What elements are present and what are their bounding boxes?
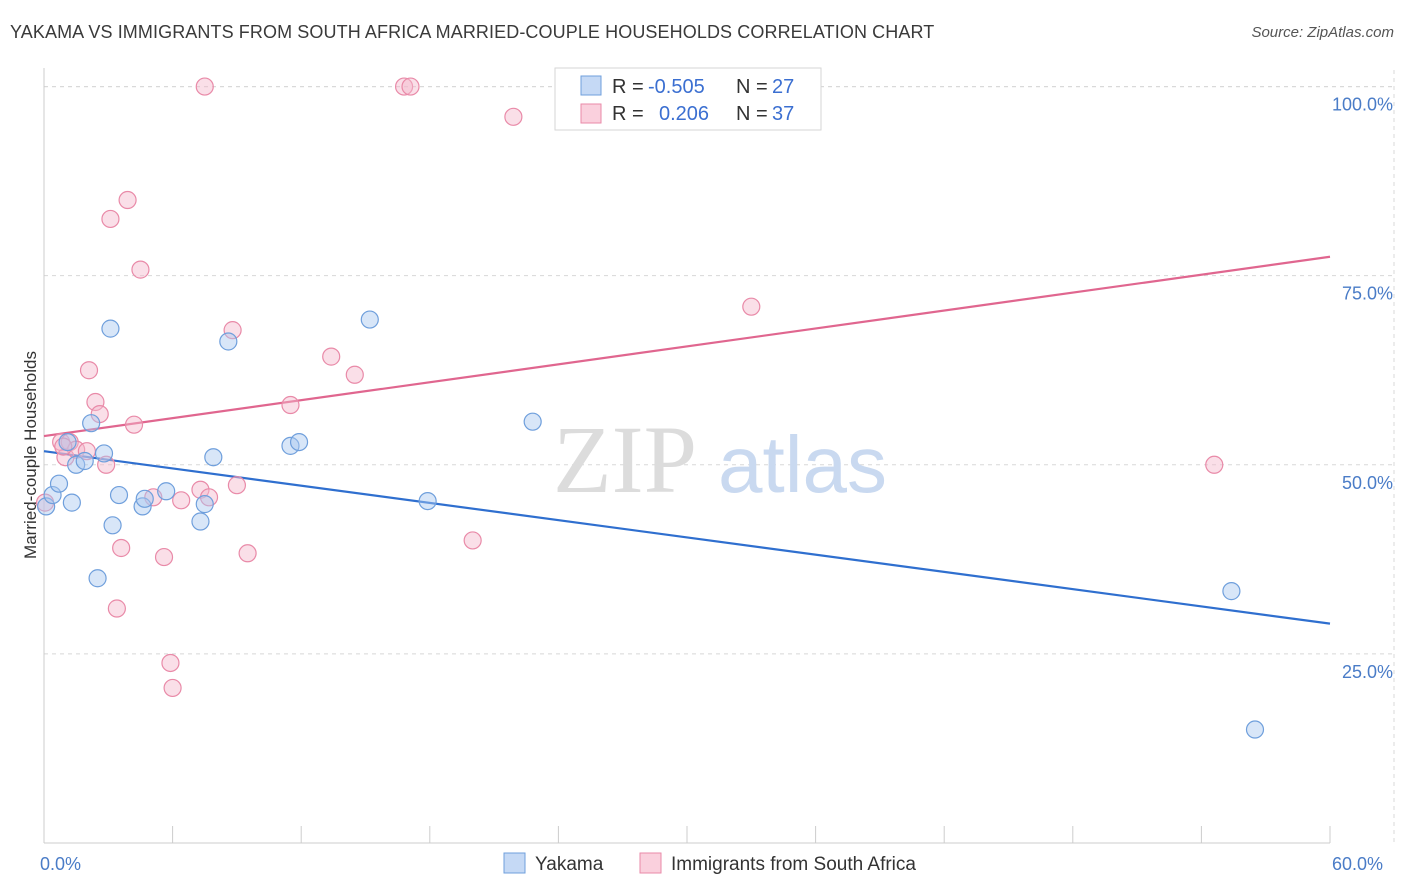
legend-n-label-1: N =: [736, 76, 768, 98]
point-1-11: [107, 599, 126, 618]
point-1-6: [79, 361, 99, 380]
y-tick-labels: 25.0% 50.0% 75.0% 100.0%: [1332, 95, 1393, 682]
point-0-25: [1222, 582, 1241, 601]
point-1-12: [112, 538, 131, 558]
point-1-13: [118, 190, 137, 210]
point-1-32: [463, 531, 482, 550]
trend-line-1: [43, 255, 1331, 438]
watermark-zip: ZIP: [553, 406, 697, 513]
point-1-18: [161, 653, 180, 673]
y-tick-label-0: 25.0%: [1342, 662, 1393, 682]
point-1-31: [401, 77, 420, 96]
point-0-9: [94, 444, 114, 463]
point-1-27: [281, 395, 300, 415]
point-1-14: [124, 415, 144, 434]
point-1-28: [322, 347, 341, 366]
point-1-9: [97, 455, 116, 474]
trend-line-0: [43, 450, 1331, 625]
point-0-11: [103, 516, 122, 535]
y-axis-label: Married-couple Households: [21, 351, 40, 559]
point-1-29: [345, 365, 364, 384]
legend-r-value-2: 0.206: [659, 103, 709, 125]
point-1-24: [223, 321, 242, 340]
point-0-6: [75, 451, 94, 471]
legend-n-value-1: 27: [772, 76, 794, 98]
axes: [43, 68, 1331, 844]
bottom-legend-swatch-blue: [503, 852, 526, 874]
legend-r-label-1: R =: [612, 76, 644, 98]
point-0-17: [195, 495, 214, 514]
legend-swatch-pink: [580, 103, 602, 124]
point-0-14: [135, 489, 154, 508]
point-0-24: [523, 412, 542, 431]
point-0-22: [360, 310, 379, 329]
point-0-3: [58, 432, 77, 452]
point-1-19: [163, 678, 182, 698]
point-0-7: [82, 414, 101, 433]
point-1-10: [101, 209, 120, 229]
y-tick-label-3: 100.0%: [1332, 95, 1393, 115]
point-0-4: [62, 493, 81, 512]
point-1-33: [504, 107, 523, 126]
point-0-12: [109, 485, 129, 505]
point-1-30: [394, 77, 414, 96]
point-1-35: [1205, 455, 1224, 474]
point-0-15: [157, 482, 176, 501]
point-1-22: [195, 77, 214, 96]
point-0-5: [67, 455, 86, 474]
legend-r-value-1: -0.505: [648, 76, 705, 98]
legend: R = -0.505 N = 27 R = 0.206 N = 37: [554, 67, 822, 131]
data-points: [35, 77, 1265, 739]
point-1-20: [172, 491, 191, 510]
point-0-18: [204, 448, 223, 467]
point-1-25: [227, 476, 246, 495]
point-0-10: [101, 319, 120, 338]
point-0-0: [37, 497, 56, 516]
point-1-15: [131, 260, 150, 279]
point-1-26: [238, 544, 257, 563]
bottom-legend: Yakama Immigrants from South Africa: [503, 852, 916, 875]
y-tick-label-1: 50.0%: [1342, 473, 1393, 493]
point-0-19: [219, 332, 238, 351]
bottom-legend-label-immigrants: Immigrants from South Africa: [671, 854, 916, 875]
point-1-34: [742, 297, 761, 316]
bottom-legend-swatch-pink: [639, 852, 662, 874]
point-0-20: [281, 436, 300, 455]
chart-title: YAKAMA VS IMMIGRANTS FROM SOUTH AFRICA M…: [10, 22, 935, 42]
point-1-7: [86, 392, 105, 412]
point-0-16: [191, 512, 210, 531]
x-tick-labels: 0.0% 60.0%: [40, 854, 1383, 874]
point-0-13: [133, 497, 152, 516]
watermark-atlas: atlas: [718, 420, 887, 509]
legend-r-label-2: R =: [612, 103, 644, 125]
legend-n-label-2: N =: [736, 103, 768, 125]
y-tick-label-2: 75.0%: [1342, 284, 1393, 304]
trend-lines: [43, 255, 1331, 625]
chart-source: Source: ZipAtlas.com: [1251, 24, 1394, 41]
bottom-legend-label-yakama: Yakama: [535, 854, 604, 875]
point-0-1: [43, 485, 62, 505]
watermark: ZIP atlas: [553, 406, 887, 513]
point-1-17: [154, 547, 174, 567]
x-tick-label-min: 0.0%: [40, 854, 81, 874]
point-0-21: [289, 432, 309, 452]
legend-n-value-2: 37: [772, 103, 794, 125]
point-0-8: [88, 569, 107, 588]
point-0-23: [418, 491, 437, 511]
point-0-2: [49, 474, 69, 493]
legend-swatch-blue: [580, 75, 602, 96]
x-tick-label-max: 60.0%: [1332, 854, 1383, 874]
point-0-26: [1245, 720, 1265, 739]
